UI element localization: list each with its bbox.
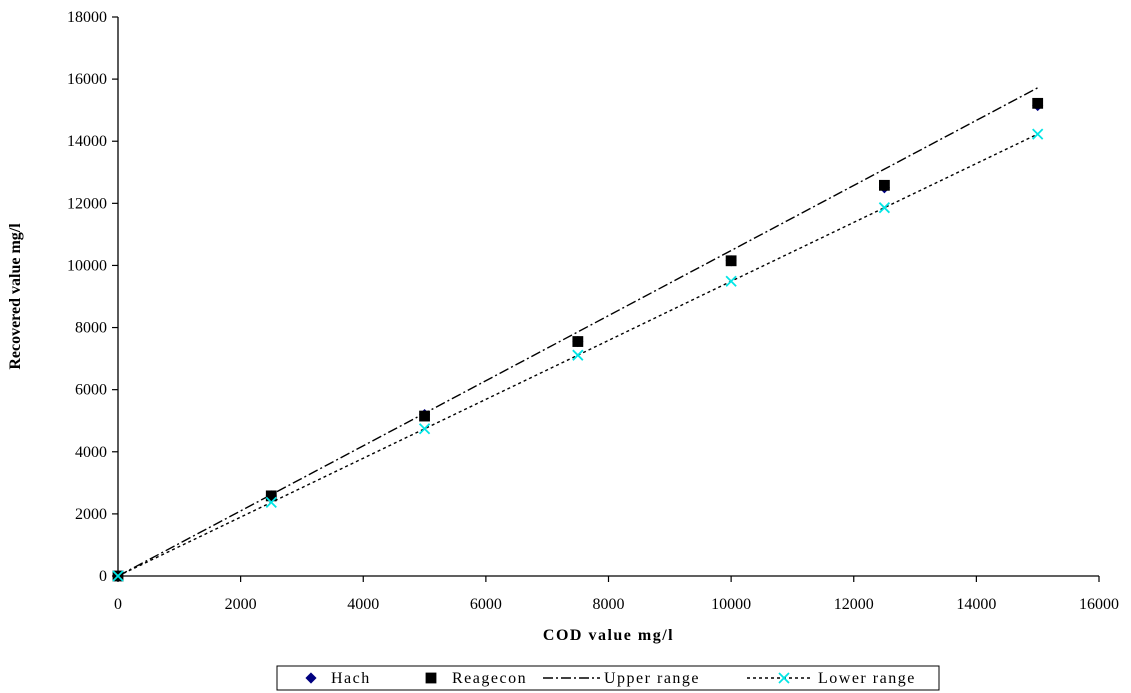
legend-marker-reagecon [425, 672, 437, 684]
x-tick-label: 10000 [711, 596, 751, 613]
legend-marker-hach [305, 672, 317, 684]
x-tick-label: 16000 [1079, 596, 1119, 613]
data-point-reagecon [572, 336, 584, 347]
y-tick-label: 8000 [75, 320, 107, 337]
data-point-reagecon [1032, 97, 1044, 109]
legend-label-hach: Hach [331, 670, 371, 687]
legend-box [276, 665, 940, 691]
x-tick-label: 14000 [956, 596, 996, 613]
legend-label-upper-range: Upper range [604, 670, 700, 687]
x-tick-label: 8000 [593, 596, 625, 613]
y-tick-label: 0 [99, 568, 107, 585]
data-point-reagecon [879, 179, 890, 191]
data-point-reagecon [265, 490, 277, 502]
y-tick-label: 6000 [75, 382, 107, 399]
legend-label-reagecon: Reagecon [452, 670, 527, 687]
y-tick-label: 10000 [67, 257, 107, 274]
legend-label-lower-range: Lower range [818, 670, 916, 687]
x-tick-label: 4000 [347, 596, 379, 613]
legend-marker-lower-range [778, 672, 790, 684]
x-tick-label: 12000 [834, 596, 874, 613]
y-tick-label: 2000 [75, 506, 107, 523]
legend: Hach Reagecon Upper range Lower range [276, 665, 940, 691]
series-line-upper-range [117, 87, 1039, 577]
x-axis-title: COD value mg/l [543, 627, 674, 644]
y-tick-label: 12000 [67, 195, 107, 212]
data-point-lower-range [878, 202, 891, 214]
data-point-lower-range [418, 423, 431, 435]
data-point-reagecon [725, 255, 737, 267]
data-point-lower-range [265, 496, 277, 509]
x-tick-label: 0 [114, 596, 122, 613]
x-tick-label: 6000 [470, 596, 502, 613]
y-tick-label: 18000 [67, 9, 107, 26]
data-point-reagecon [419, 410, 430, 422]
y-tick-label: 4000 [75, 444, 107, 461]
y-axis-title: Recovered value mg/l [7, 223, 24, 370]
data-point-lower-range [1032, 128, 1044, 140]
data-point-lower-range [572, 349, 584, 361]
data-point-lower-range [112, 570, 124, 582]
data-point-lower-range [725, 275, 737, 287]
y-tick-label: 14000 [67, 133, 107, 150]
y-tick-label: 16000 [67, 71, 107, 88]
x-tick-label: 2000 [225, 596, 257, 613]
